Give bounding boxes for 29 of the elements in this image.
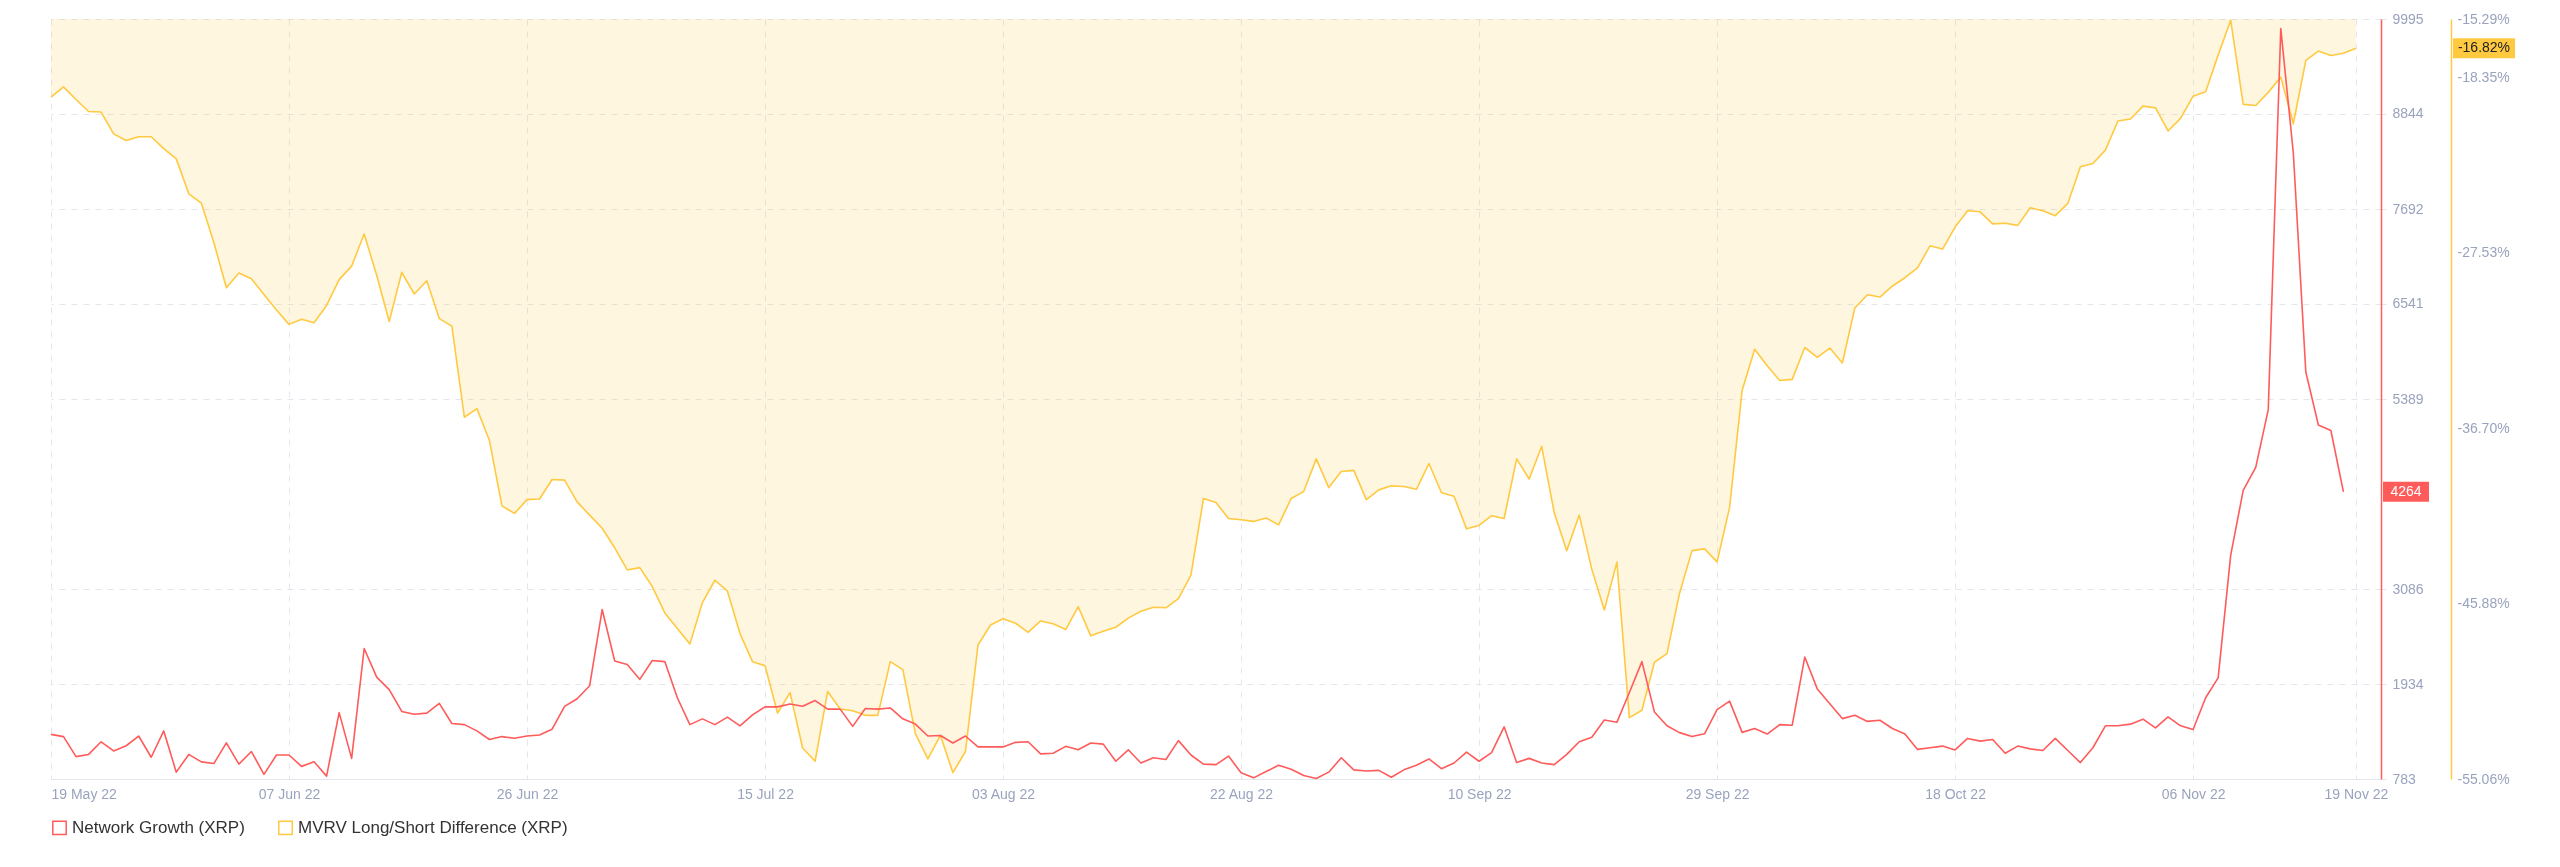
y-tick-label: 6541 xyxy=(2392,295,2424,312)
x-tick-label: 03 Aug 22 xyxy=(972,785,1036,802)
y-tick-label: 7692 xyxy=(2392,200,2424,217)
x-tick-label: 19 Nov 22 xyxy=(2324,785,2389,802)
x-tick-label: 18 Oct 22 xyxy=(1925,785,1987,802)
y2-tick-label: -36.70% xyxy=(2457,419,2510,436)
x-tick-label: 10 Sep 22 xyxy=(1447,785,1512,802)
y-tick-label: 3086 xyxy=(2392,580,2424,597)
y-tick-label: 8844 xyxy=(2392,105,2424,122)
legend-label: Network Growth (XRP) xyxy=(72,817,245,837)
x-tick-label: 06 Nov 22 xyxy=(2161,785,2226,802)
x-tick-label: 29 Sep 22 xyxy=(1685,785,1750,802)
x-tick-label: 15 Jul 22 xyxy=(737,785,795,802)
y2-tick-label: -45.88% xyxy=(2457,595,2510,612)
y-tick-label: 783 xyxy=(2392,770,2417,787)
y2-tick-label: -15.29% xyxy=(2457,10,2510,27)
y-tick-label: 9995 xyxy=(2392,10,2424,27)
text: -16.82% xyxy=(2457,39,2511,56)
text: 4264 xyxy=(2390,482,2422,499)
legend-label: MVRV Long/Short Difference (XRP) xyxy=(298,817,568,837)
x-tick-label: 07 Jun 22 xyxy=(258,785,321,802)
y-tick-label: 1934 xyxy=(2392,675,2424,692)
x-tick-label: 22 Aug 22 xyxy=(1210,785,1274,802)
y2-tick-label: -27.53% xyxy=(2457,244,2510,261)
y2-tick-label: -18.35% xyxy=(2457,68,2510,85)
y2-tick-label: -55.06% xyxy=(2457,770,2510,787)
y-tick-label: 5389 xyxy=(2392,390,2424,407)
x-tick-label: 19 May 22 xyxy=(51,785,118,802)
x-tick-label: 26 Jun 22 xyxy=(496,785,559,802)
